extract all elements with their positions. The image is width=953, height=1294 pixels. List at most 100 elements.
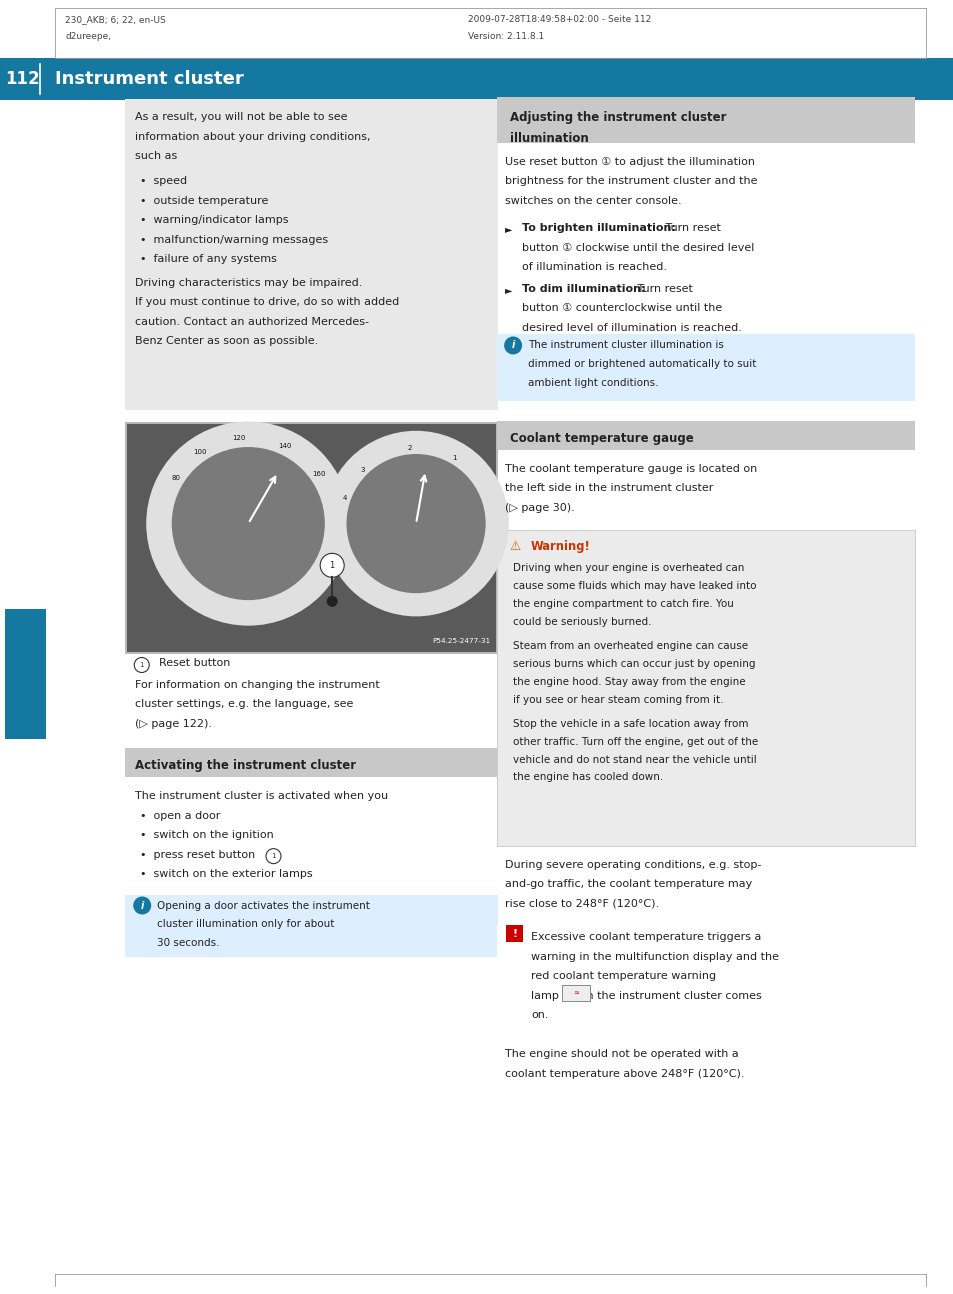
FancyBboxPatch shape <box>125 894 497 956</box>
Text: brightness for the instrument cluster and the: brightness for the instrument cluster an… <box>504 176 757 186</box>
Text: Excessive coolant temperature triggers a: Excessive coolant temperature triggers a <box>531 932 760 942</box>
FancyBboxPatch shape <box>497 334 914 401</box>
Text: Turn reset: Turn reset <box>634 283 692 294</box>
Text: (▷ page 122).: (▷ page 122). <box>135 719 212 729</box>
Text: 120: 120 <box>233 435 246 441</box>
Text: ►: ► <box>504 224 512 234</box>
Text: •  press reset button: • press reset button <box>140 850 258 859</box>
Text: 1: 1 <box>271 853 275 859</box>
Text: The engine should not be operated with a: The engine should not be operated with a <box>504 1049 739 1060</box>
Text: Reset button: Reset button <box>152 659 231 669</box>
Text: ►: ► <box>504 285 512 295</box>
Text: •  warning/indicator lamps: • warning/indicator lamps <box>140 215 289 225</box>
Text: button ① counterclockwise until the: button ① counterclockwise until the <box>521 303 721 313</box>
FancyBboxPatch shape <box>6 609 46 739</box>
Text: Adjusting the instrument cluster: Adjusting the instrument cluster <box>510 111 726 124</box>
Text: Controls in detail: Controls in detail <box>21 620 30 727</box>
Text: ≈: ≈ <box>573 990 578 995</box>
Text: Turn reset: Turn reset <box>660 224 720 233</box>
Text: of illumination is reached.: of illumination is reached. <box>521 263 666 272</box>
Text: 1: 1 <box>139 663 144 668</box>
Text: the engine has cooled down.: the engine has cooled down. <box>513 773 662 783</box>
Text: cluster illumination only for about: cluster illumination only for about <box>157 919 335 929</box>
FancyBboxPatch shape <box>127 423 496 651</box>
Text: warning in the multifunction display and the: warning in the multifunction display and… <box>531 951 779 961</box>
Text: ambient light conditions.: ambient light conditions. <box>528 378 658 387</box>
Text: To brighten illumination:: To brighten illumination: <box>521 224 676 233</box>
Text: 230_AKB; 6; 22, en-US: 230_AKB; 6; 22, en-US <box>65 16 166 25</box>
FancyBboxPatch shape <box>561 985 590 1000</box>
Text: illumination: illumination <box>510 132 588 145</box>
Text: button ① clockwise until the desired level: button ① clockwise until the desired lev… <box>521 243 754 252</box>
Text: the engine hood. Stay away from the engine: the engine hood. Stay away from the engi… <box>513 677 745 687</box>
Text: •  malfunction/warning messages: • malfunction/warning messages <box>140 234 328 245</box>
FancyBboxPatch shape <box>497 531 914 846</box>
Circle shape <box>346 454 485 593</box>
Circle shape <box>266 849 281 863</box>
Circle shape <box>134 657 149 673</box>
FancyBboxPatch shape <box>497 421 914 450</box>
Text: The coolant temperature gauge is located on: The coolant temperature gauge is located… <box>504 463 757 474</box>
Text: cause some fluids which may have leaked into: cause some fluids which may have leaked … <box>513 581 756 591</box>
Text: Use reset button ① to adjust the illumination: Use reset button ① to adjust the illumin… <box>504 157 755 167</box>
Circle shape <box>326 595 337 607</box>
Text: The instrument cluster is activated when you: The instrument cluster is activated when… <box>135 791 388 801</box>
Text: !: ! <box>512 929 517 938</box>
Text: 100: 100 <box>193 449 207 455</box>
FancyBboxPatch shape <box>125 100 497 409</box>
Text: •  speed: • speed <box>140 176 187 186</box>
Text: desired level of illumination is reached.: desired level of illumination is reached… <box>521 322 741 333</box>
Text: Version: 2.11.8.1: Version: 2.11.8.1 <box>467 32 543 41</box>
Text: dimmed or brightened automatically to suit: dimmed or brightened automatically to su… <box>528 358 756 369</box>
Text: •  open a door: • open a door <box>140 810 220 820</box>
Circle shape <box>323 431 508 616</box>
Text: 140: 140 <box>277 443 291 449</box>
Text: ⚠: ⚠ <box>509 540 519 553</box>
Text: 1: 1 <box>452 454 456 461</box>
Text: The instrument cluster illumination is: The instrument cluster illumination is <box>528 340 723 351</box>
Text: (▷ page 30).: (▷ page 30). <box>504 503 575 512</box>
Circle shape <box>146 422 350 626</box>
FancyBboxPatch shape <box>497 927 914 1039</box>
Text: Benz Center as soon as possible.: Benz Center as soon as possible. <box>135 336 318 347</box>
Text: For information on changing the instrument: For information on changing the instrume… <box>135 679 379 690</box>
Circle shape <box>503 336 521 355</box>
Text: 2009-07-28T18:49:58+02:00 - Seite 112: 2009-07-28T18:49:58+02:00 - Seite 112 <box>467 16 650 25</box>
Text: 160: 160 <box>312 471 325 477</box>
Text: •  outside temperature: • outside temperature <box>140 195 269 206</box>
Text: rise close to 248°F (120°C).: rise close to 248°F (120°C). <box>504 899 659 908</box>
Text: 80: 80 <box>171 475 180 481</box>
Text: During severe operating conditions, e.g. stop-: During severe operating conditions, e.g.… <box>504 859 760 870</box>
Text: •  failure of any systems: • failure of any systems <box>140 255 276 264</box>
Text: Stop the vehicle in a safe location away from: Stop the vehicle in a safe location away… <box>513 718 748 729</box>
Text: the left side in the instrument cluster: the left side in the instrument cluster <box>504 483 713 493</box>
Text: Coolant temperature gauge: Coolant temperature gauge <box>510 432 693 445</box>
Text: d2ureepe,: d2ureepe, <box>65 32 112 41</box>
FancyBboxPatch shape <box>125 748 497 778</box>
Text: 3: 3 <box>359 467 364 472</box>
Text: lamp       in the instrument cluster comes: lamp in the instrument cluster comes <box>531 991 761 1000</box>
Text: •  switch on the exterior lamps: • switch on the exterior lamps <box>140 870 313 879</box>
Circle shape <box>320 554 344 577</box>
Text: 112: 112 <box>5 70 39 88</box>
Text: Steam from an overheated engine can cause: Steam from an overheated engine can caus… <box>513 641 747 651</box>
Circle shape <box>172 446 324 600</box>
Text: if you see or hear steam coming from it.: if you see or hear steam coming from it. <box>513 695 723 705</box>
Text: 30 seconds.: 30 seconds. <box>157 938 219 947</box>
Text: serious burns which can occur just by opening: serious burns which can occur just by op… <box>513 659 755 669</box>
Text: As a result, you will not be able to see: As a result, you will not be able to see <box>135 113 347 122</box>
Text: 4: 4 <box>342 494 347 501</box>
Text: on.: on. <box>531 1011 548 1020</box>
Text: Warning!: Warning! <box>531 540 590 553</box>
Text: caution. Contact an authorized Mercedes-: caution. Contact an authorized Mercedes- <box>135 317 369 327</box>
FancyBboxPatch shape <box>497 97 914 144</box>
Text: Activating the instrument cluster: Activating the instrument cluster <box>135 760 356 773</box>
Text: i: i <box>140 901 144 911</box>
Text: Opening a door activates the instrument: Opening a door activates the instrument <box>157 901 370 911</box>
Text: vehicle and do not stand near the vehicle until: vehicle and do not stand near the vehicl… <box>513 754 756 765</box>
FancyBboxPatch shape <box>0 58 953 100</box>
Text: 2: 2 <box>407 445 411 450</box>
Text: i: i <box>511 340 515 351</box>
Text: and-go traffic, the coolant temperature may: and-go traffic, the coolant temperature … <box>504 880 752 889</box>
Text: other traffic. Turn off the engine, get out of the: other traffic. Turn off the engine, get … <box>513 736 758 747</box>
